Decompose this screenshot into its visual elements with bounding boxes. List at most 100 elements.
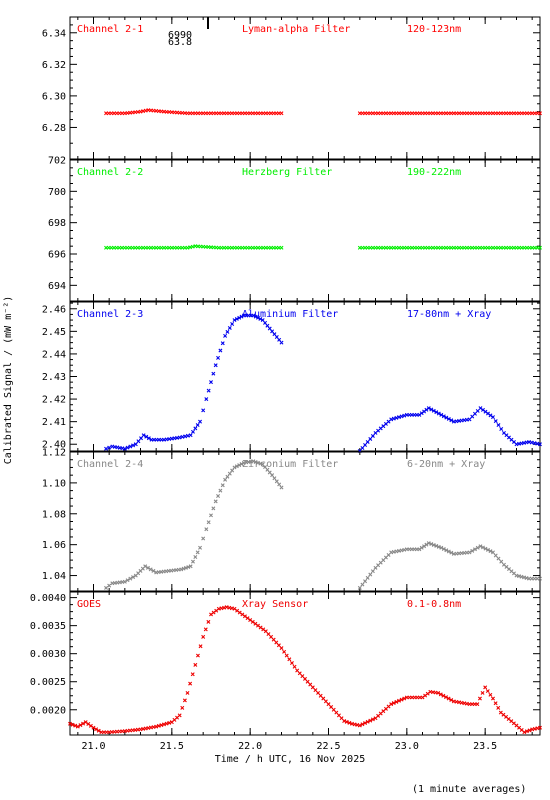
- y-tick-label: 6.32: [42, 60, 66, 71]
- data-point: [263, 629, 268, 634]
- y-tick-label: 2.40: [42, 440, 66, 451]
- data-point: [318, 693, 323, 698]
- data-point: [136, 439, 141, 444]
- data-point: [198, 419, 203, 424]
- data-point: [232, 465, 237, 470]
- data-point: [402, 413, 407, 418]
- data-point: [213, 499, 218, 504]
- y-tick-label: 2.45: [42, 327, 66, 338]
- data-point: [143, 564, 148, 569]
- data-point: [485, 689, 490, 694]
- data-point: [195, 550, 200, 555]
- data-point: [524, 729, 529, 734]
- panel-frame: [69, 591, 541, 736]
- data-point: [300, 674, 305, 679]
- data-point: [389, 702, 394, 707]
- data-point: [239, 314, 244, 319]
- data-point: [532, 441, 537, 446]
- data-point: [145, 565, 150, 570]
- data-point: [70, 722, 75, 727]
- panel-5: 0.0020 0.0025 0.0030 0.0035 0.0040 GOES Xray S…: [30, 591, 542, 736]
- data-point: [284, 653, 289, 658]
- data-point: [357, 585, 362, 590]
- data-point: [216, 355, 221, 360]
- y-axis-label: Calibrated Signal / (mW m⁻²): [3, 296, 14, 465]
- data-point: [368, 572, 373, 577]
- data-point: [277, 482, 282, 487]
- panel-channel-label: Channel 2-1: [77, 24, 143, 35]
- data-point: [441, 693, 446, 698]
- data-point: [449, 550, 454, 555]
- data-point: [151, 568, 156, 573]
- data-point: [444, 695, 448, 700]
- data-point: [237, 463, 242, 468]
- data-point: [368, 436, 373, 441]
- annotation-top: 6990: [168, 30, 192, 41]
- data-point: [313, 688, 318, 693]
- data-point: [225, 474, 230, 479]
- data-point: [276, 643, 281, 648]
- data-point: [193, 426, 198, 431]
- data-point: [201, 634, 206, 639]
- data-point: [274, 640, 279, 645]
- data-point: [402, 696, 407, 701]
- data-point: [446, 696, 451, 701]
- y-tick-label: 0.0025: [30, 677, 66, 688]
- data-point: [444, 415, 449, 420]
- panel-channel-label: Channel 2-2: [77, 167, 143, 178]
- data-point: [78, 723, 83, 728]
- data-point: [271, 637, 276, 642]
- data-point: [449, 697, 454, 702]
- data-point: [538, 442, 542, 447]
- panel-1: 6.28 6.30 6.32 6.34 Channel 2-1 Lyman-alpha F…: [42, 16, 542, 160]
- data-point: [467, 417, 472, 422]
- data-point: [360, 582, 365, 587]
- data-point: [446, 549, 451, 554]
- panel-band-label: 17-80nm + Xray: [407, 309, 491, 320]
- data-point: [370, 433, 375, 438]
- data-point: [201, 536, 206, 541]
- data-point: [218, 348, 223, 353]
- panel-filter-label: Xray Sensor: [242, 599, 308, 610]
- data-point: [198, 545, 203, 550]
- data-point: [493, 553, 498, 558]
- y-tick-label: 694: [48, 281, 66, 292]
- data-point: [472, 411, 477, 416]
- data-point: [251, 313, 256, 318]
- data-point: [185, 433, 190, 438]
- data-point: [279, 646, 284, 651]
- data-point: [344, 719, 349, 724]
- data-point: [287, 657, 292, 662]
- data-point: [483, 546, 488, 551]
- data-point: [125, 445, 130, 450]
- data-point: [131, 575, 136, 580]
- panel-channel-label: Channel 2-4: [77, 459, 143, 470]
- y-tick-label: 2.44: [42, 349, 66, 360]
- data-point: [201, 408, 206, 413]
- data-point: [220, 341, 225, 346]
- data-point: [397, 698, 401, 703]
- chart-panels: 6.28 6.30 6.32 6.34 Channel 2-1 Lyman-alpha F…: [30, 16, 542, 752]
- data-point: [535, 441, 540, 446]
- y-tick-label: 1.04: [42, 571, 66, 582]
- data-point: [195, 653, 200, 658]
- data-point: [336, 713, 341, 718]
- annotation-bottom: 63.8: [168, 37, 192, 48]
- data-point: [434, 410, 439, 415]
- data-point: [488, 549, 493, 554]
- x-tick-label: 22.0: [238, 741, 262, 752]
- y-tick-label: 1.10: [42, 478, 66, 489]
- data-point: [478, 544, 483, 549]
- data-point: [303, 676, 307, 681]
- data-point: [198, 644, 203, 649]
- y-tick-label: 702: [48, 156, 66, 167]
- data-point: [436, 690, 441, 695]
- data-point: [227, 471, 232, 476]
- data-point: [193, 555, 198, 560]
- data-point: [266, 632, 271, 637]
- panel-channel-label: Channel 2-3: [77, 309, 143, 320]
- data-point: [164, 721, 169, 726]
- x-tick-label: 22.5: [316, 741, 340, 752]
- data-point: [167, 720, 172, 725]
